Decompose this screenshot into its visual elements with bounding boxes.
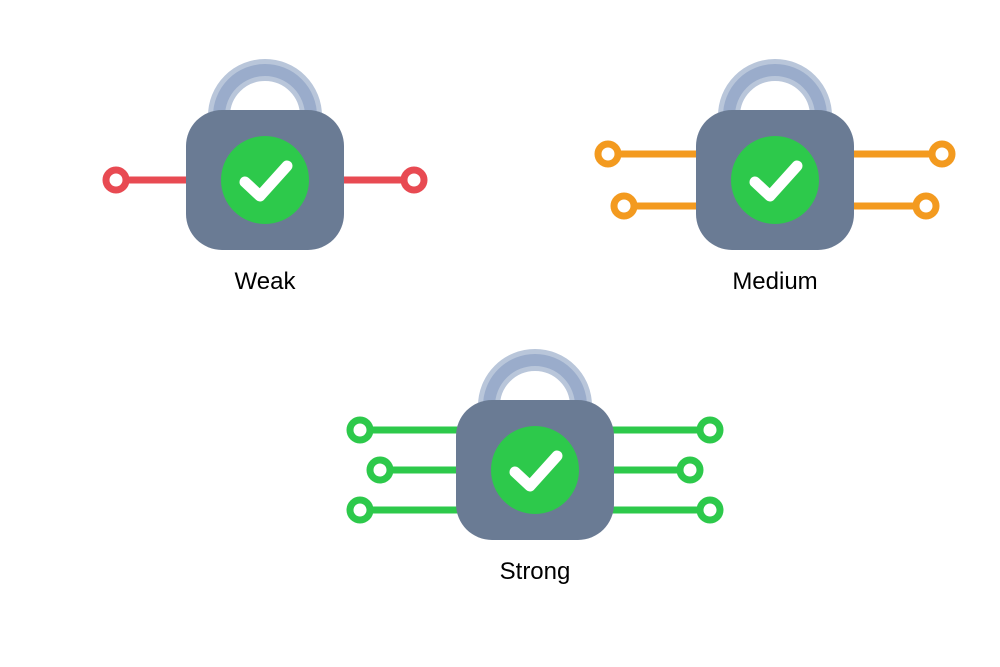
lock-icon: [88, 40, 442, 260]
security-level-label: Medium: [580, 268, 970, 296]
lock-icon: [332, 330, 738, 550]
security-level-strong: Strong: [332, 330, 738, 586]
security-level-weak: Weak: [88, 40, 442, 296]
security-strength-infographic: Weak Medium Strong: [0, 0, 1000, 667]
security-level-label: Strong: [332, 558, 738, 586]
security-level-medium: Medium: [580, 40, 970, 296]
lock-icon: [580, 40, 970, 260]
security-level-label: Weak: [88, 268, 442, 296]
